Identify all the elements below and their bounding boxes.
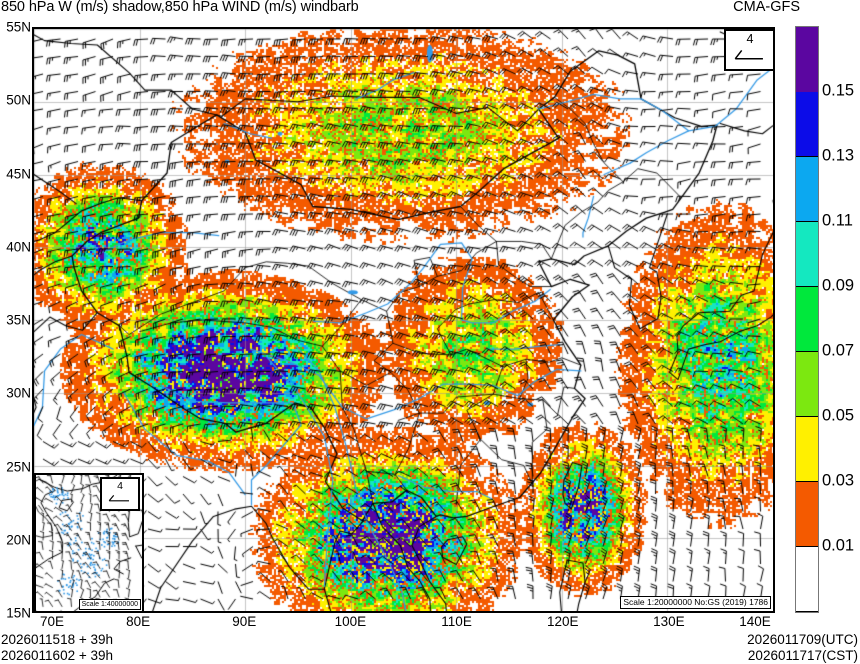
- longitude-tick: 120E: [546, 614, 579, 629]
- colorbar-tick-label: 0.01: [822, 536, 855, 555]
- latitude-tick: 55N: [6, 19, 31, 35]
- latitude-tick: 25N: [6, 459, 31, 474]
- longitude-tick: 140E: [739, 614, 771, 629]
- colorbar-tick-label: 0.11: [822, 211, 853, 230]
- windbarb-legend: 4: [724, 29, 773, 71]
- colorbar-band: [796, 417, 818, 482]
- colorbar-band: [796, 547, 818, 612]
- longitude-tick: 80E: [126, 614, 151, 629]
- longitude-axis: 70E 80E 90E 100E 110E 120E 130E 140E: [32, 614, 775, 634]
- page-title: 850 hPa W (m/s) shadow,850 hPa WIND (m/s…: [1, 0, 359, 15]
- longitude-tick: 90E: [232, 614, 257, 629]
- latitude-tick: 15N: [6, 605, 31, 621]
- inset-map[interactable]: 4 Scale 1:40000000: [34, 473, 144, 611]
- colorbar-band: [796, 92, 818, 157]
- colorbar-tick-label: 0.09: [822, 276, 855, 295]
- longitude-tick: 110E: [441, 614, 472, 629]
- colorbar-tick-label: 0.13: [822, 146, 855, 165]
- colorbar-tick-label: 0.07: [822, 341, 855, 360]
- colorbar-labels: 0.15 0.13 0.11 0.09 0.07 0.05 0.03 0.01: [820, 26, 860, 613]
- latitude-axis: 55N 50N 45N 40N 35N 30N 25N 20N 15N: [0, 20, 31, 621]
- colorbar: [795, 26, 819, 613]
- inset-windbarb-legend-value: 4: [117, 480, 123, 492]
- weather-map-canvas: [34, 29, 773, 611]
- latitude-tick: 40N: [6, 239, 31, 255]
- footer-init-time-1: 2026011518 + 39h: [1, 632, 113, 647]
- windbarb-legend-value: 4: [746, 32, 754, 46]
- longitude-tick: 100E: [334, 614, 367, 629]
- footer-init-time-2: 2026011602 + 39h: [1, 648, 113, 663]
- colorbar-band: [796, 352, 818, 417]
- colorbar-band: [796, 157, 818, 222]
- latitude-tick: 30N: [6, 385, 31, 401]
- longitude-tick: 70E: [39, 614, 65, 629]
- inset-windbarb-legend-icon: [108, 495, 129, 502]
- latitude-tick: 35N: [6, 312, 31, 328]
- latitude-tick: 50N: [6, 92, 31, 108]
- map-plot-area[interactable]: 4 Scale 1:20000000 No:GS (2019) 1786 4 S…: [32, 27, 775, 613]
- longitude-tick: 130E: [653, 614, 685, 629]
- footer-valid-utc: 2026011709(UTC): [747, 632, 858, 647]
- colorbar-band: [796, 482, 818, 547]
- colorbar-tick-label: 0.03: [822, 471, 855, 490]
- windbarb-legend-icon: [734, 50, 763, 60]
- inset-windbarb-legend: 4: [100, 477, 140, 511]
- colorbar-band: [796, 27, 818, 92]
- latitude-tick: 20N: [6, 532, 31, 548]
- model-label: CMA-GFS: [733, 0, 800, 15]
- colorbar-tick-label: 0.05: [822, 406, 855, 425]
- map-scale-label: Scale 1:20000000 No:GS (2019) 1786: [620, 596, 771, 609]
- colorbar-tick-label: 0.15: [822, 81, 855, 100]
- latitude-tick: 45N: [6, 166, 31, 181]
- inset-scale-label: Scale 1:40000000: [78, 599, 141, 610]
- colorbar-band: [796, 287, 818, 352]
- footer-valid-cst: 2026011717(CST): [747, 648, 858, 663]
- colorbar-band: [796, 222, 818, 287]
